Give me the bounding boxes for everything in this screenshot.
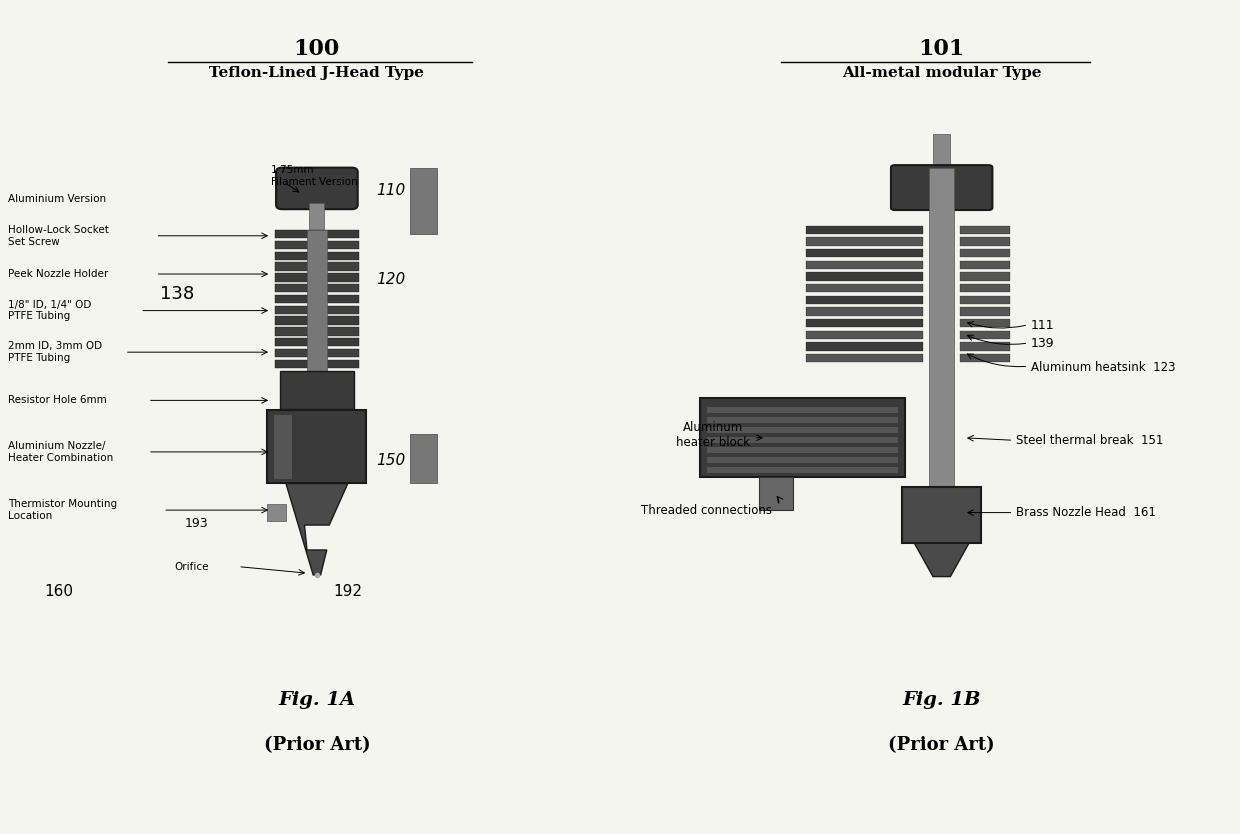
Bar xyxy=(806,342,923,350)
Text: Aluminum heatsink  123: Aluminum heatsink 123 xyxy=(1030,360,1176,374)
FancyBboxPatch shape xyxy=(277,168,357,209)
Bar xyxy=(275,305,358,314)
Bar xyxy=(274,414,293,480)
Bar xyxy=(275,327,358,335)
Bar xyxy=(707,427,898,433)
Text: 138: 138 xyxy=(160,285,193,303)
Bar xyxy=(960,284,1009,292)
Bar xyxy=(275,338,358,346)
Bar xyxy=(275,274,358,282)
Bar xyxy=(806,307,923,315)
Bar xyxy=(409,434,436,484)
Bar xyxy=(275,316,358,324)
Text: Steel thermal break  151: Steel thermal break 151 xyxy=(1016,434,1163,447)
Text: All-metal modular Type: All-metal modular Type xyxy=(842,67,1042,80)
Bar xyxy=(308,230,327,375)
Bar xyxy=(806,238,923,246)
Bar xyxy=(806,249,923,258)
Text: 192: 192 xyxy=(334,584,362,599)
Text: Threaded connections: Threaded connections xyxy=(641,504,773,516)
Bar xyxy=(960,226,1009,234)
Bar xyxy=(929,168,954,550)
Text: 160: 160 xyxy=(45,584,73,599)
Bar xyxy=(268,410,366,484)
Text: 101: 101 xyxy=(919,38,965,59)
Text: Aluminium Version: Aluminium Version xyxy=(7,194,105,204)
Bar xyxy=(960,261,1009,269)
Bar xyxy=(280,371,353,409)
Text: Teflon-Lined J-Head Type: Teflon-Lined J-Head Type xyxy=(210,67,424,80)
Bar xyxy=(275,349,358,357)
Bar xyxy=(960,330,1009,339)
Bar xyxy=(806,295,923,304)
Text: (Prior Art): (Prior Art) xyxy=(264,736,371,754)
Polygon shape xyxy=(286,484,347,575)
Bar xyxy=(310,203,325,234)
Text: Fig. 1B: Fig. 1B xyxy=(903,691,981,709)
Text: 120: 120 xyxy=(376,273,405,288)
Bar xyxy=(806,261,923,269)
Bar xyxy=(759,477,794,510)
Text: Aluminium Nozzle/
Heater Combination: Aluminium Nozzle/ Heater Combination xyxy=(7,441,113,463)
Bar xyxy=(275,263,358,271)
Bar xyxy=(806,330,923,339)
Bar xyxy=(960,354,1009,362)
Text: Fig. 1A: Fig. 1A xyxy=(278,691,356,709)
Bar xyxy=(960,249,1009,258)
Bar xyxy=(707,407,898,413)
Bar xyxy=(275,294,358,303)
Bar xyxy=(275,359,358,368)
Bar xyxy=(932,134,950,168)
Bar xyxy=(960,307,1009,315)
Text: 110: 110 xyxy=(376,183,405,198)
Text: 100: 100 xyxy=(294,38,340,59)
Polygon shape xyxy=(914,543,968,576)
FancyBboxPatch shape xyxy=(892,165,992,210)
Bar xyxy=(707,437,898,443)
Bar xyxy=(960,342,1009,350)
Text: 1.75mm
Filament Version: 1.75mm Filament Version xyxy=(272,165,357,187)
Bar xyxy=(275,241,358,249)
Bar xyxy=(707,457,898,463)
Bar xyxy=(409,168,436,234)
Bar xyxy=(275,252,358,260)
Text: 139: 139 xyxy=(1030,337,1054,350)
Bar xyxy=(707,467,898,473)
Bar xyxy=(275,230,358,239)
Bar xyxy=(960,273,1009,281)
Bar xyxy=(701,398,904,477)
Text: 193: 193 xyxy=(185,517,208,530)
Text: (Prior Art): (Prior Art) xyxy=(888,736,994,754)
Bar xyxy=(268,505,286,521)
Bar xyxy=(806,273,923,281)
Text: Aluminum
heater block: Aluminum heater block xyxy=(676,421,750,450)
Bar xyxy=(806,284,923,292)
Text: Resistor Hole 6mm: Resistor Hole 6mm xyxy=(7,395,107,405)
Text: Brass Nozzle Head  161: Brass Nozzle Head 161 xyxy=(1016,506,1156,519)
Bar xyxy=(960,319,1009,327)
Text: 2mm ID, 3mm OD
PTFE Tubing: 2mm ID, 3mm OD PTFE Tubing xyxy=(7,341,102,363)
Bar xyxy=(960,238,1009,246)
Text: Orifice: Orifice xyxy=(175,561,210,571)
Bar xyxy=(960,295,1009,304)
Bar xyxy=(707,447,898,453)
Text: 111: 111 xyxy=(1030,319,1054,332)
Bar xyxy=(275,284,358,292)
Text: Peek Nozzle Holder: Peek Nozzle Holder xyxy=(7,269,108,279)
Text: 1/8" ID, 1/4" OD
PTFE Tubing: 1/8" ID, 1/4" OD PTFE Tubing xyxy=(7,299,91,321)
Text: Hollow-Lock Socket
Set Screw: Hollow-Lock Socket Set Screw xyxy=(7,225,108,247)
Bar xyxy=(806,226,923,234)
Bar xyxy=(901,487,981,543)
Text: 150: 150 xyxy=(376,453,405,468)
Bar xyxy=(707,417,898,423)
Bar xyxy=(806,354,923,362)
Bar xyxy=(806,319,923,327)
Text: Thermistor Mounting
Location: Thermistor Mounting Location xyxy=(7,500,117,521)
